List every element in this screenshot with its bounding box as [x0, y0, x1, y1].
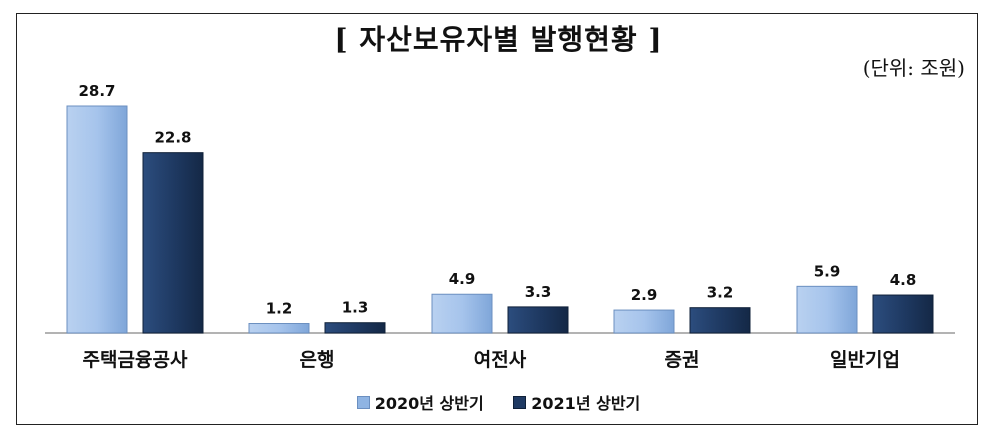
data-label-2020-4: 5.9: [814, 262, 841, 280]
category-label-0: 주택금융공사: [83, 349, 188, 371]
unit-label: (단위: 조원): [862, 56, 965, 80]
category-label-3: 증권: [665, 349, 700, 371]
data-label-2021-2: 3.3: [525, 283, 552, 301]
data-label-2021-3: 3.2: [707, 284, 734, 302]
chart-title: [ 자산보유자별 발행현황 ]: [334, 23, 663, 56]
bar-2020-0: [66, 105, 128, 334]
data-label-2020-2: 4.9: [449, 270, 476, 288]
category-label-2: 여전사: [474, 349, 527, 371]
bar-2020-4: [796, 285, 858, 334]
category-label-1: 은행: [300, 349, 335, 371]
legend-item-2020: 2020년 상반기: [356, 390, 484, 414]
bar-2021-3: [689, 307, 751, 334]
legend-swatch-2021: [513, 395, 527, 409]
data-label-2021-1: 1.3: [342, 299, 369, 317]
legend-swatch-2020: [356, 395, 370, 409]
bar-2020-1: [248, 323, 310, 334]
bar-2020-3: [613, 309, 675, 334]
legend: 2020년 상반기 2021년 상반기: [0, 390, 997, 414]
legend-label-2020: 2020년 상반기: [374, 394, 484, 413]
data-label-2020-1: 1.2: [266, 300, 293, 318]
legend-item-2021: 2021년 상반기: [513, 390, 640, 414]
bar-2021-1: [324, 322, 386, 334]
data-label-2020-3: 2.9: [631, 286, 658, 304]
bar-2021-0: [142, 152, 204, 334]
data-label-2021-0: 22.8: [154, 129, 191, 147]
bar-2020-2: [431, 293, 493, 334]
data-label-2021-4: 4.8: [890, 271, 917, 289]
legend-label-2021: 2021년 상반기: [531, 394, 641, 413]
data-label-2020-0: 28.7: [78, 82, 115, 100]
bar-2021-2: [507, 306, 569, 334]
category-label-4: 일반기업: [830, 349, 900, 371]
bar-2021-4: [872, 294, 934, 334]
